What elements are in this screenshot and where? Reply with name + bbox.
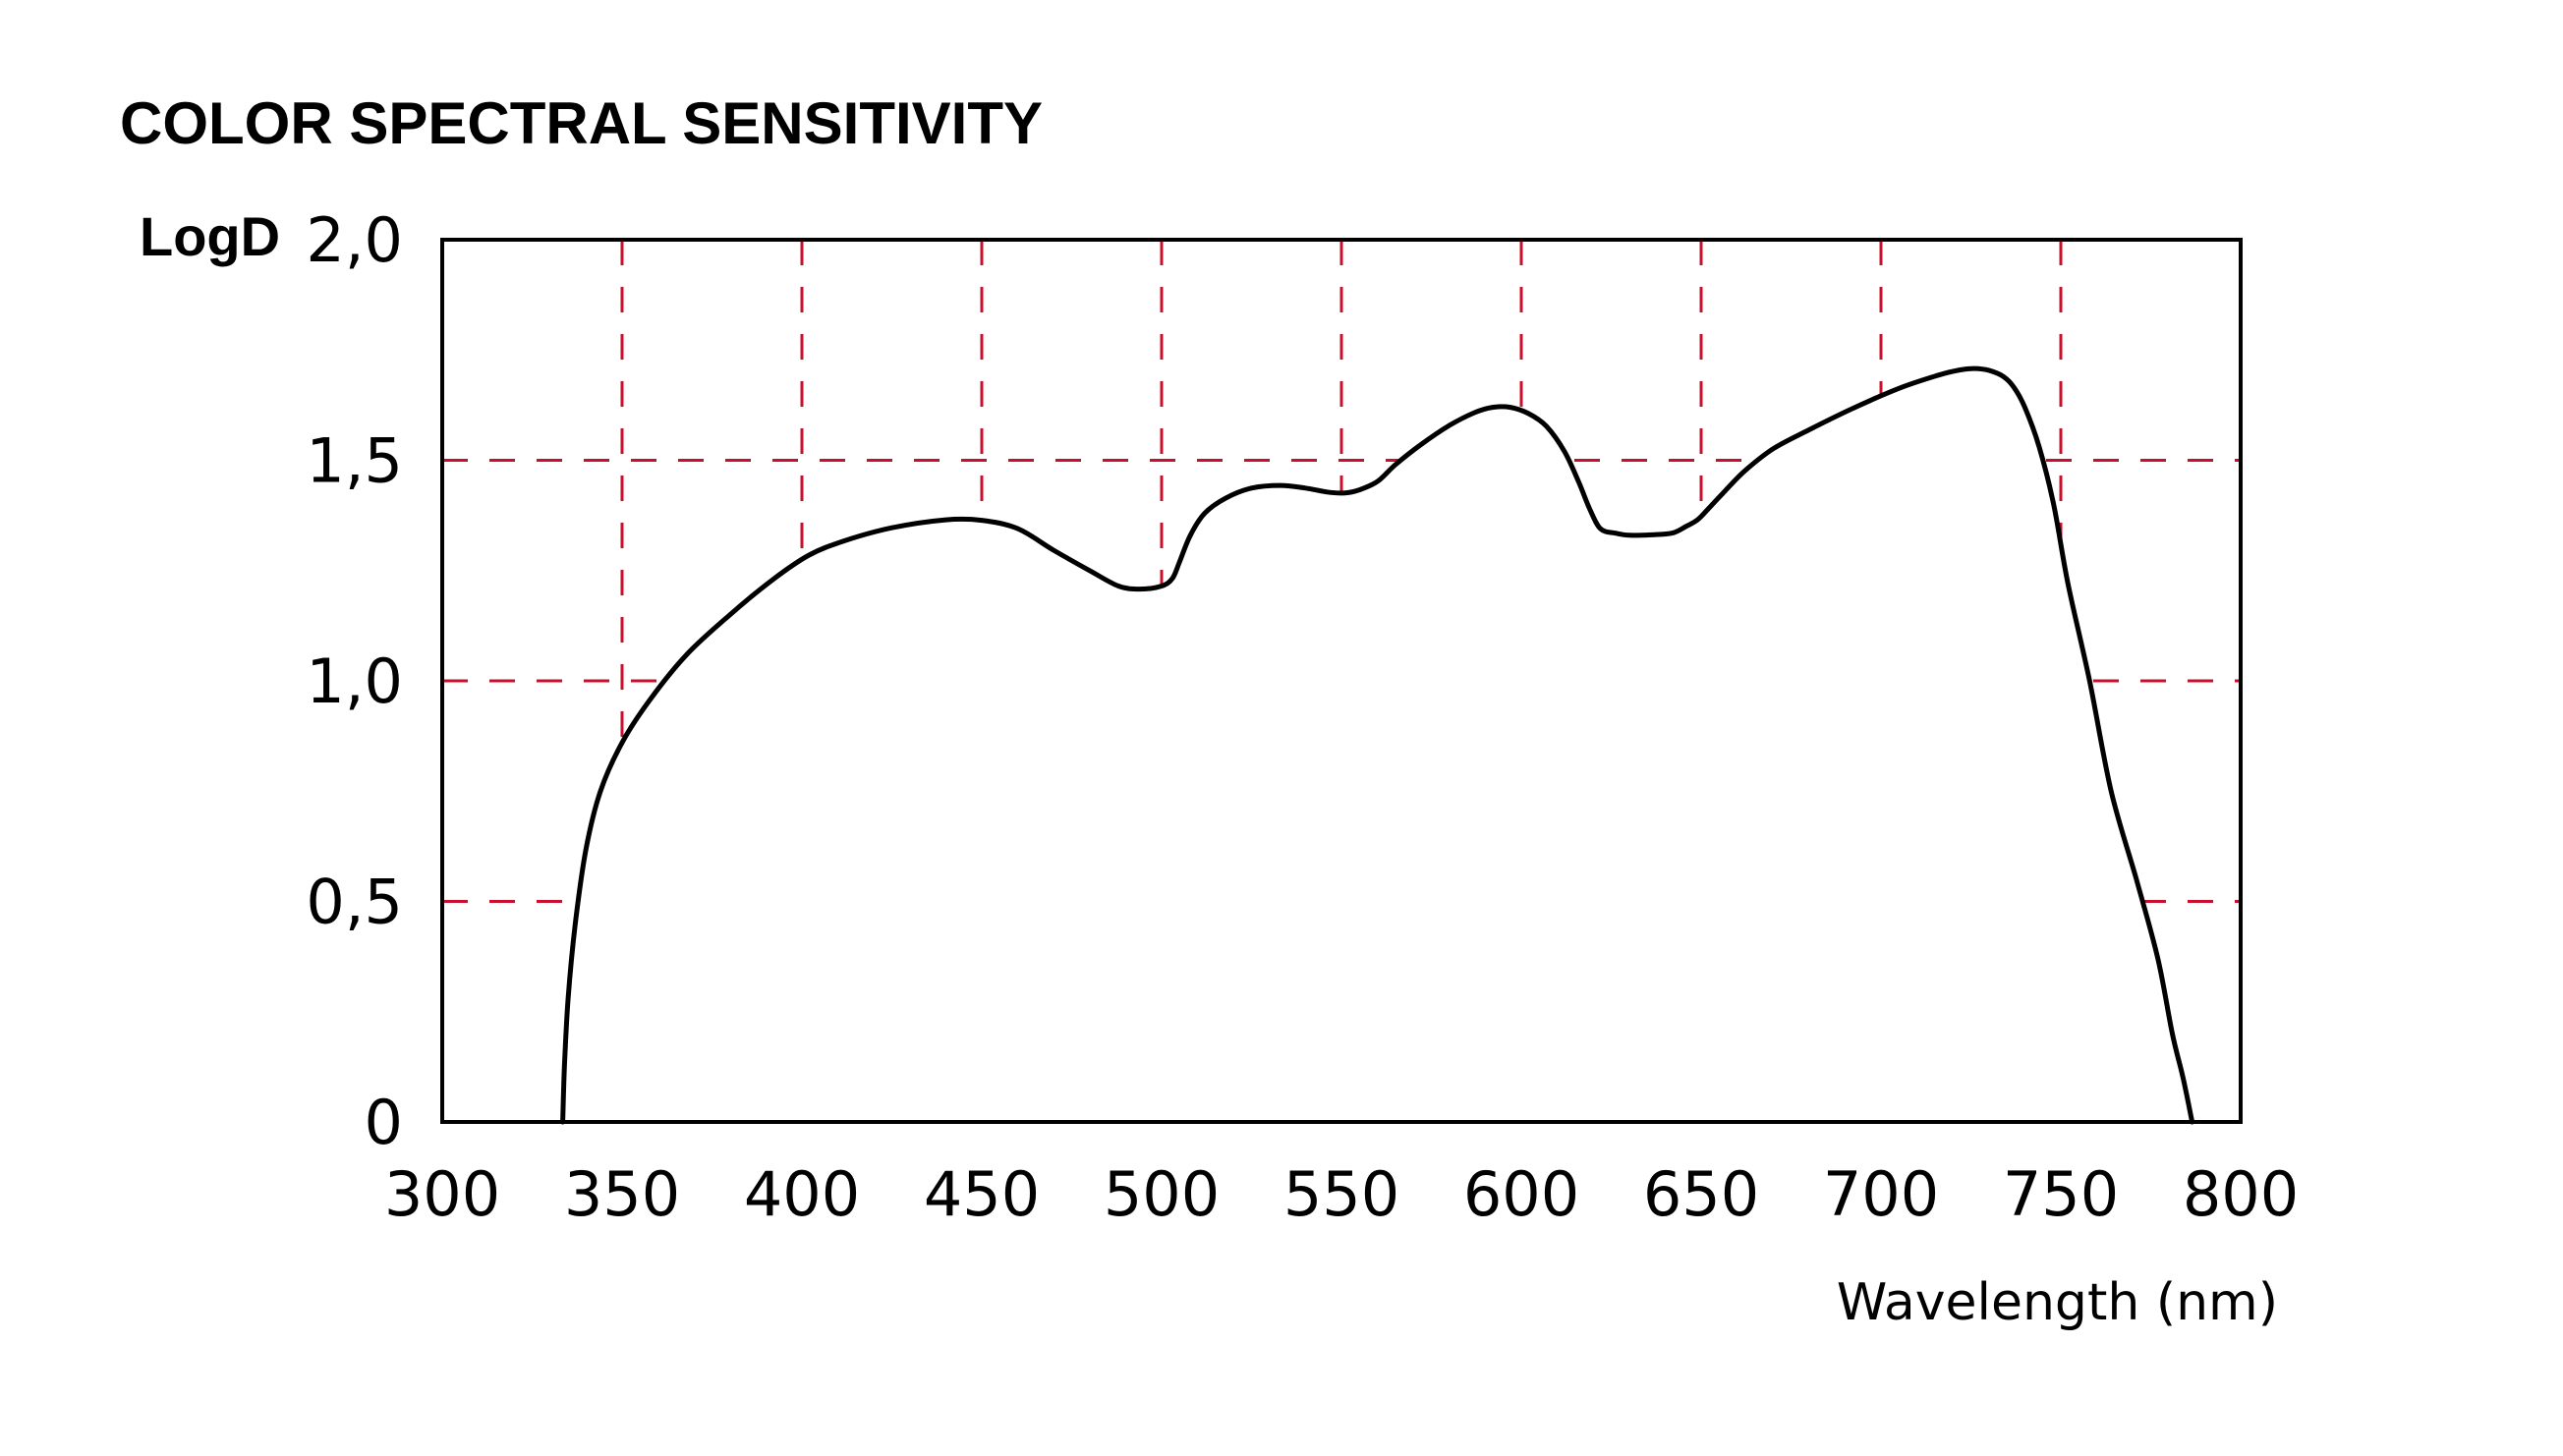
y-tick-label: 2,0 [306, 204, 403, 276]
series-area-mask [562, 368, 2193, 1122]
y-tick-label: 1,5 [306, 425, 403, 497]
y-tick-label: 0,5 [306, 867, 403, 938]
x-tick-label: 550 [1283, 1158, 1399, 1230]
x-tick-label: 500 [1104, 1158, 1220, 1230]
x-tick-label: 700 [1823, 1158, 1939, 1230]
x-axis-label: Wavelength (nm) [1837, 1273, 2278, 1332]
y-tick-label: 1,0 [306, 645, 403, 717]
series-line [560, 365, 2195, 1125]
chart-title: COLOR SPECTRAL SENSITIVITY [120, 90, 1043, 156]
x-tick-label: 750 [2003, 1158, 2119, 1230]
series-layer [560, 365, 2195, 1125]
x-tick-label: 450 [924, 1158, 1040, 1230]
x-tick-label: 650 [1643, 1158, 1759, 1230]
x-tick-label: 400 [744, 1158, 860, 1230]
x-tick-label: 600 [1463, 1158, 1579, 1230]
x-tick-label: 300 [384, 1158, 500, 1230]
x-tick-label: 350 [564, 1158, 680, 1230]
plot-frame [440, 238, 2243, 1124]
y-tick-label: 0 [365, 1087, 403, 1158]
x-tick-label: 800 [2183, 1158, 2299, 1230]
tick-labels: 300 350 400 450 500 550 600 650 700 750 800 0 0,5 1,0… [306, 204, 2299, 1230]
y-axis-label: LogD [140, 205, 280, 267]
